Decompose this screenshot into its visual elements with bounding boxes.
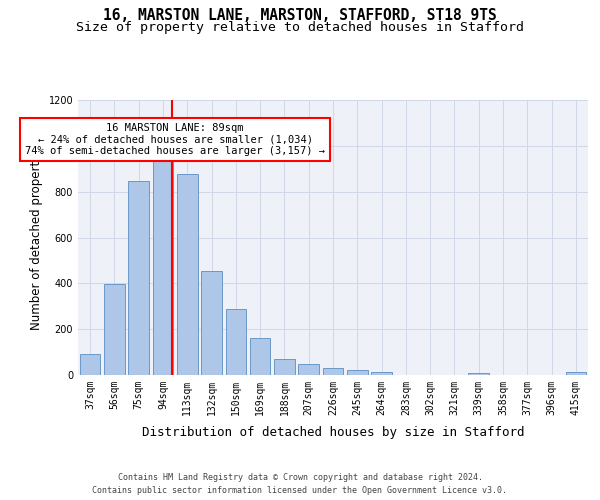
Bar bbox=[128, 180, 149, 375]
Bar bbox=[226, 308, 246, 375]
Text: 16, MARSTON LANE, MARSTON, STAFFORD, ST18 9TS: 16, MARSTON LANE, MARSTON, STAFFORD, ST1… bbox=[103, 8, 497, 22]
Text: Distribution of detached houses by size in Stafford: Distribution of detached houses by size … bbox=[142, 426, 524, 439]
Text: 16 MARSTON LANE: 89sqm
← 24% of detached houses are smaller (1,034)
74% of semi-: 16 MARSTON LANE: 89sqm ← 24% of detached… bbox=[25, 123, 325, 156]
Bar bbox=[566, 372, 586, 375]
Bar bbox=[347, 370, 368, 375]
Bar bbox=[298, 364, 319, 375]
Bar bbox=[274, 360, 295, 375]
Bar bbox=[250, 338, 271, 375]
Y-axis label: Number of detached properties: Number of detached properties bbox=[30, 144, 43, 330]
Bar bbox=[152, 153, 173, 375]
Bar bbox=[469, 372, 489, 375]
Bar bbox=[323, 368, 343, 375]
Text: Contains HM Land Registry data © Crown copyright and database right 2024.
Contai: Contains HM Land Registry data © Crown c… bbox=[92, 474, 508, 495]
Text: Size of property relative to detached houses in Stafford: Size of property relative to detached ho… bbox=[76, 21, 524, 34]
Bar bbox=[104, 284, 125, 375]
Bar bbox=[177, 174, 197, 375]
Bar bbox=[80, 354, 100, 375]
Bar bbox=[371, 372, 392, 375]
Bar bbox=[201, 270, 222, 375]
